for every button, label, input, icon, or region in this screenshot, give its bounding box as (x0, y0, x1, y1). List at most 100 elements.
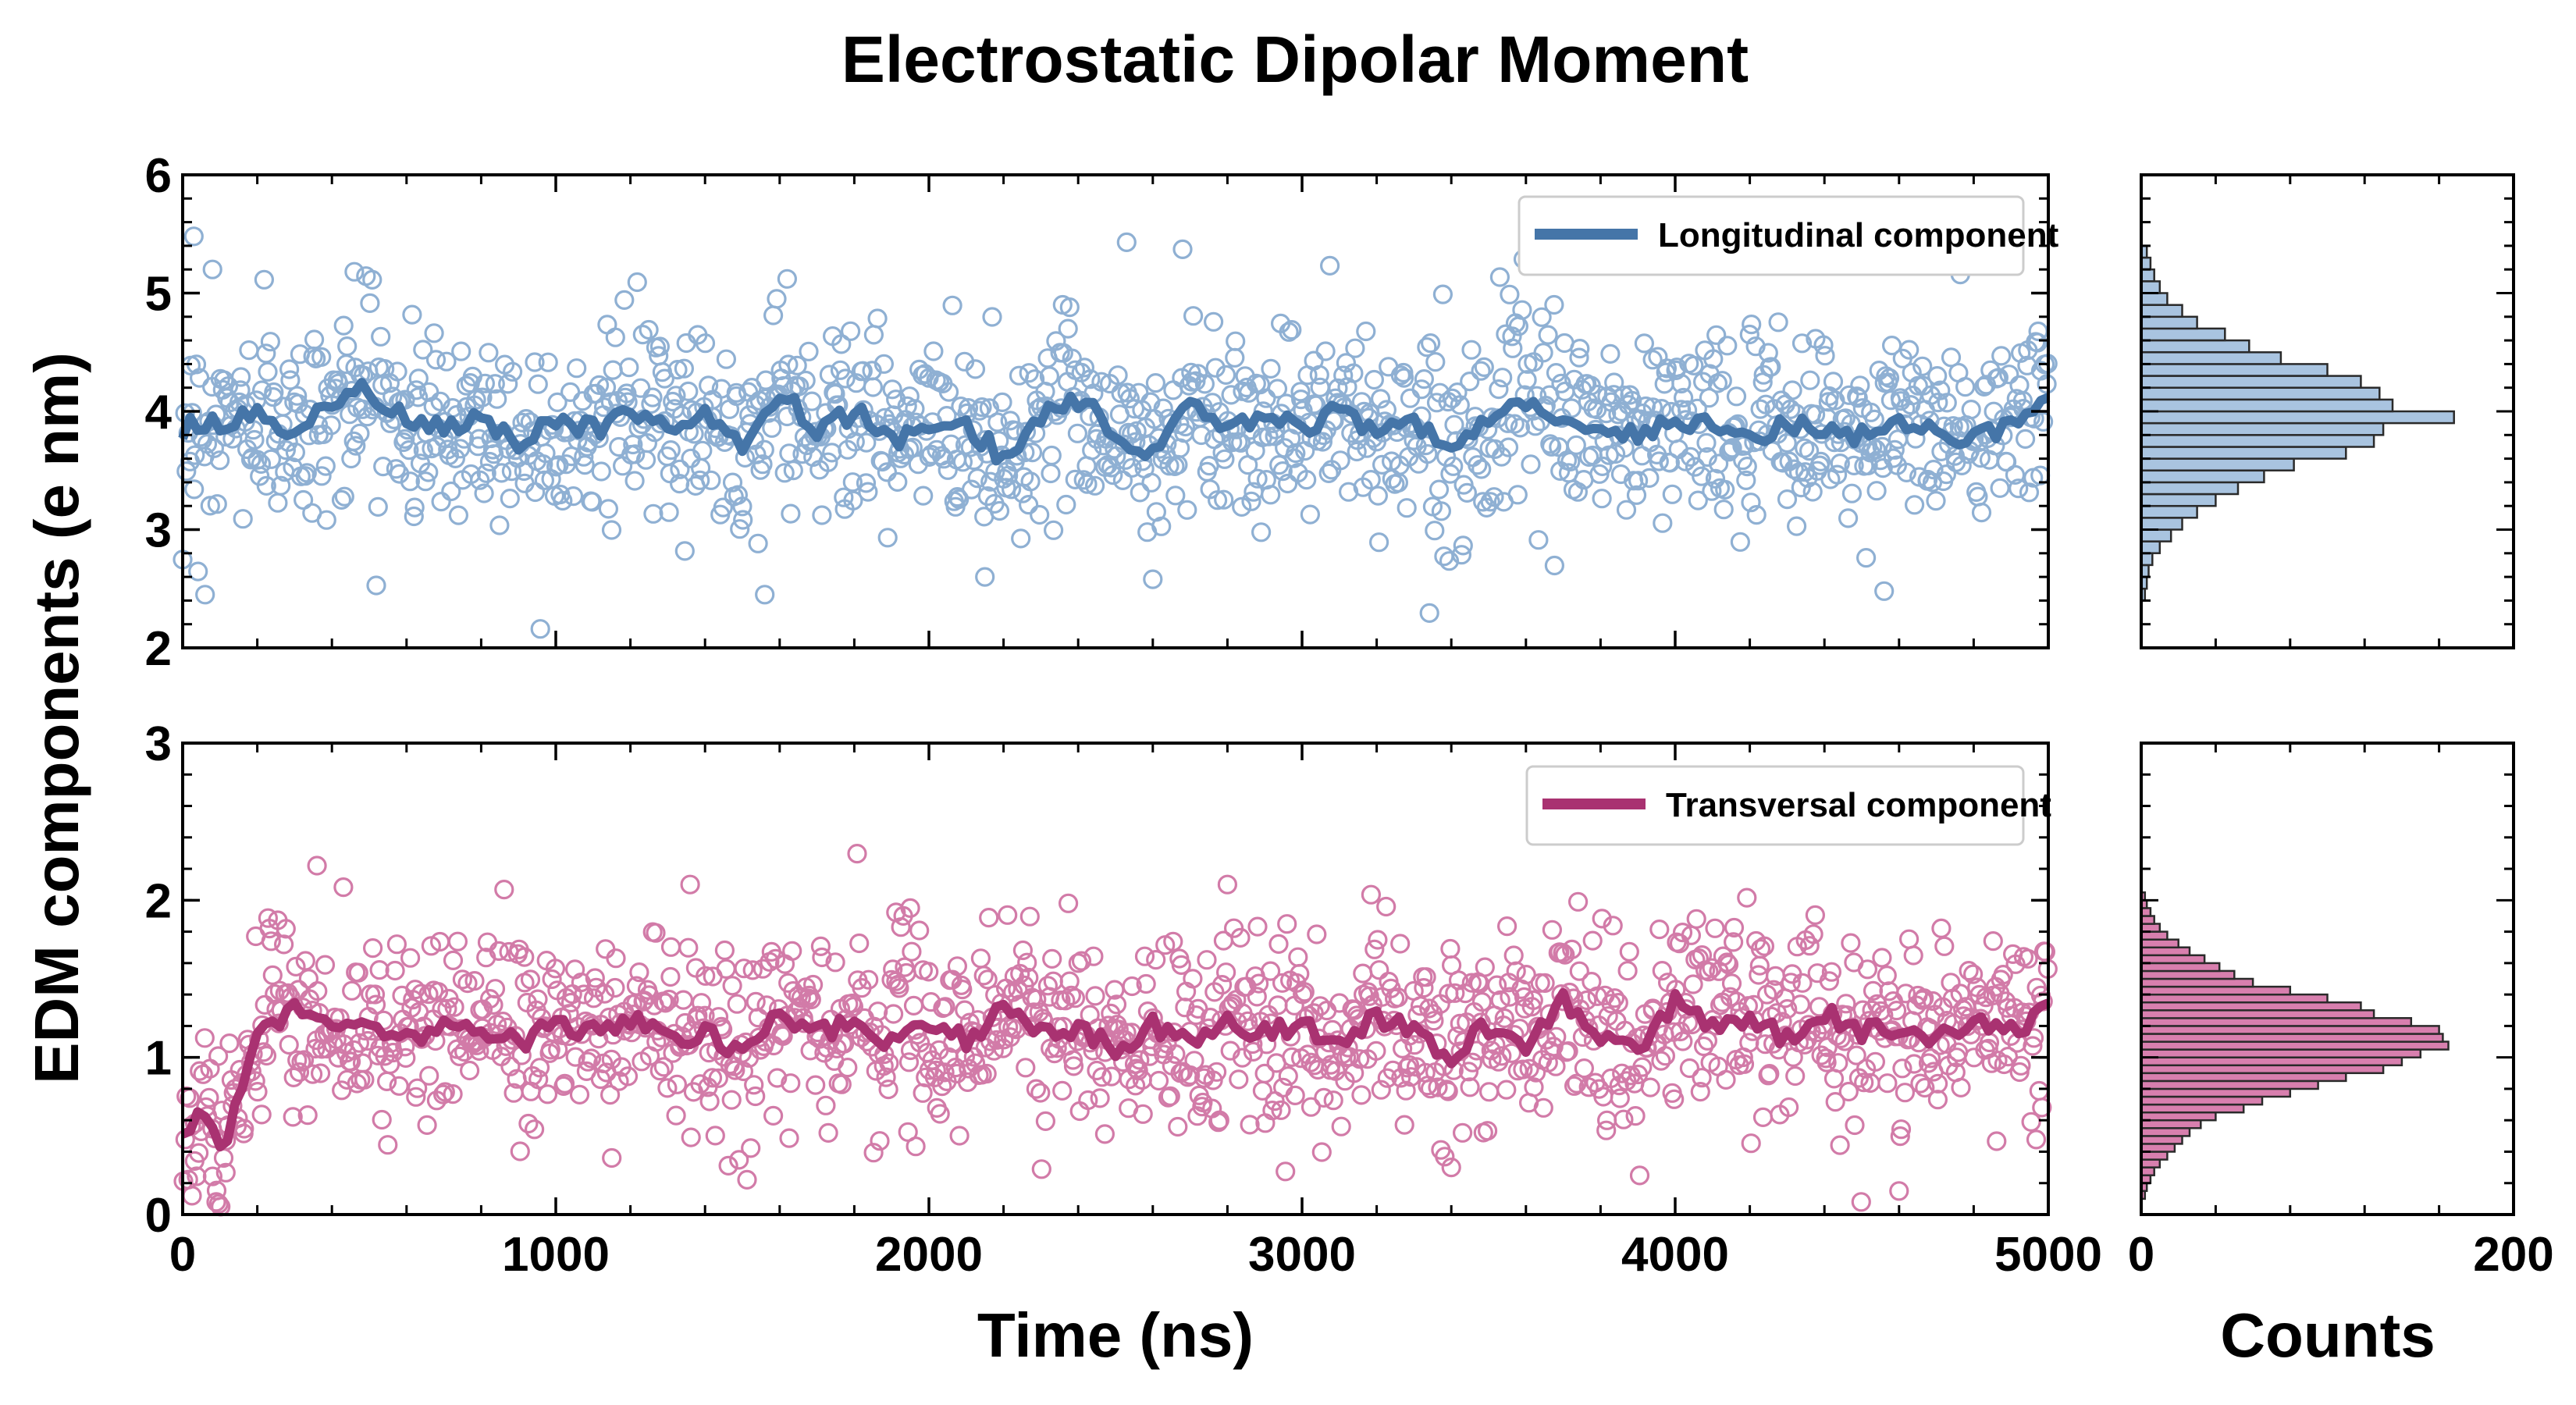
transversal-hist-bar (2140, 1072, 2347, 1083)
longitudinal-point (1319, 255, 1340, 276)
longitudinal-point (825, 384, 845, 404)
transversal-point (1394, 1115, 1414, 1135)
transversal-point (447, 931, 468, 951)
transversal-point (1206, 1062, 1227, 1082)
transversal-point (930, 1104, 950, 1124)
transversal-hist-bar (2140, 1135, 2183, 1145)
longitudinal-point (1022, 442, 1043, 463)
transversal-point (1923, 991, 1943, 1012)
transversal-point (2021, 1112, 2041, 1132)
longitudinal-point (395, 429, 415, 450)
longitudinal-point (1561, 398, 1582, 418)
transversal-point (1836, 994, 1856, 1014)
legend-box-top (1517, 195, 2025, 276)
transversal-point (879, 1053, 899, 1073)
transversal-hist-bar (2140, 1080, 2319, 1090)
transversal-point (349, 1033, 369, 1053)
longitudinal-point (1082, 440, 1102, 461)
longitudinal-point (701, 470, 721, 490)
longitudinal-point (1368, 486, 1389, 506)
longitudinal-point (1290, 382, 1311, 402)
longitudinal-point (726, 386, 747, 407)
longitudinal-point (863, 377, 884, 397)
longitudinal-point (692, 440, 713, 461)
longitudinal-point (1153, 398, 1173, 418)
transversal-point (1903, 945, 1923, 966)
transversal-point (1042, 948, 1062, 969)
transversal-point (1168, 1116, 1188, 1137)
transversal-point (2032, 1097, 2052, 1118)
longitudinal-point (258, 361, 278, 382)
transversal-point (1688, 948, 1709, 969)
transversal-point (1376, 896, 1397, 917)
transversal-point (1262, 1100, 1283, 1121)
transversal-point (1617, 1071, 1637, 1091)
longitudinal-point (1020, 471, 1041, 492)
transversal-point (979, 907, 999, 928)
transversal-xtick-label: 3000 (1248, 1228, 1356, 1282)
longitudinal-point (1163, 380, 1183, 400)
longitudinal-point (767, 289, 787, 309)
transversal-point (1359, 986, 1379, 1006)
transversal-point (1248, 973, 1269, 994)
transversal-point (1705, 918, 1725, 938)
transversal-point (1247, 987, 1267, 1007)
line-transversal (180, 987, 2051, 1152)
transversal-point (208, 1046, 229, 1066)
transversal-point (518, 1113, 539, 1134)
longitudinal-point (1758, 343, 1778, 363)
longitudinal-point (1923, 459, 1944, 480)
transversal-point (1037, 976, 1059, 996)
transversal-point (745, 1086, 766, 1107)
transversal-point (1445, 983, 1465, 1003)
transversal-point (1351, 1085, 1372, 1105)
longitudinal-point (605, 327, 625, 347)
longitudinal-point (1662, 484, 1682, 504)
longitudinal-point (1364, 369, 1385, 390)
longitudinal-point (534, 470, 555, 491)
transversal-point (883, 1004, 904, 1024)
transversal-point (1254, 1063, 1275, 1084)
transversal-hist-bar (2140, 1111, 2217, 1122)
longitudinal-point (1896, 462, 1916, 483)
longitudinal-point (184, 479, 205, 500)
longitudinal-point (1684, 355, 1704, 375)
longitudinal-point (1041, 445, 1062, 466)
longitudinal-point (1361, 469, 1381, 490)
longitudinal-point (1802, 482, 1823, 502)
longitudinal-point (1856, 547, 1877, 568)
longitudinal-point (1418, 443, 1438, 464)
longitudinal-point (538, 352, 558, 372)
longitudinal-point (1503, 338, 1523, 358)
transversal-point (1553, 943, 1573, 963)
transversal-hist-bar (2140, 1151, 2169, 1161)
transversal-point (646, 1032, 667, 1052)
longitudinal-point (1309, 365, 1329, 385)
hist-x-axis-label: Counts (2220, 1300, 2435, 1370)
transversal-hist-bar (2140, 1048, 2422, 1058)
longitudinal-point (535, 443, 556, 464)
longitudinal-point (1697, 446, 1717, 468)
transversal-point (1090, 1088, 1110, 1108)
longitudinal-point (1813, 335, 1834, 355)
longitudinal-point (1471, 361, 1491, 381)
transversal-point (605, 977, 625, 998)
transversal-point (763, 1105, 784, 1126)
longitudinal-point (1059, 297, 1080, 318)
longitudinal-point (1315, 341, 1336, 361)
longitudinal-point (1720, 439, 1741, 461)
longitudinal-point (1699, 388, 1719, 408)
transversal-point (849, 933, 870, 954)
longitudinal-point (716, 349, 737, 369)
transversal-point (1523, 990, 1543, 1011)
longitudinal-point (1777, 432, 1797, 454)
transversal-point (906, 1136, 926, 1157)
transversal-point (1452, 1122, 1473, 1143)
longitudinal-point (1567, 482, 1589, 502)
longitudinal-point (1592, 456, 1613, 477)
longitudinal-point (469, 429, 489, 449)
longitudinal-point (1056, 494, 1076, 515)
longitudinal-point (1451, 545, 1472, 565)
transversal-point (1655, 1046, 1675, 1066)
transversal-point (585, 968, 605, 988)
